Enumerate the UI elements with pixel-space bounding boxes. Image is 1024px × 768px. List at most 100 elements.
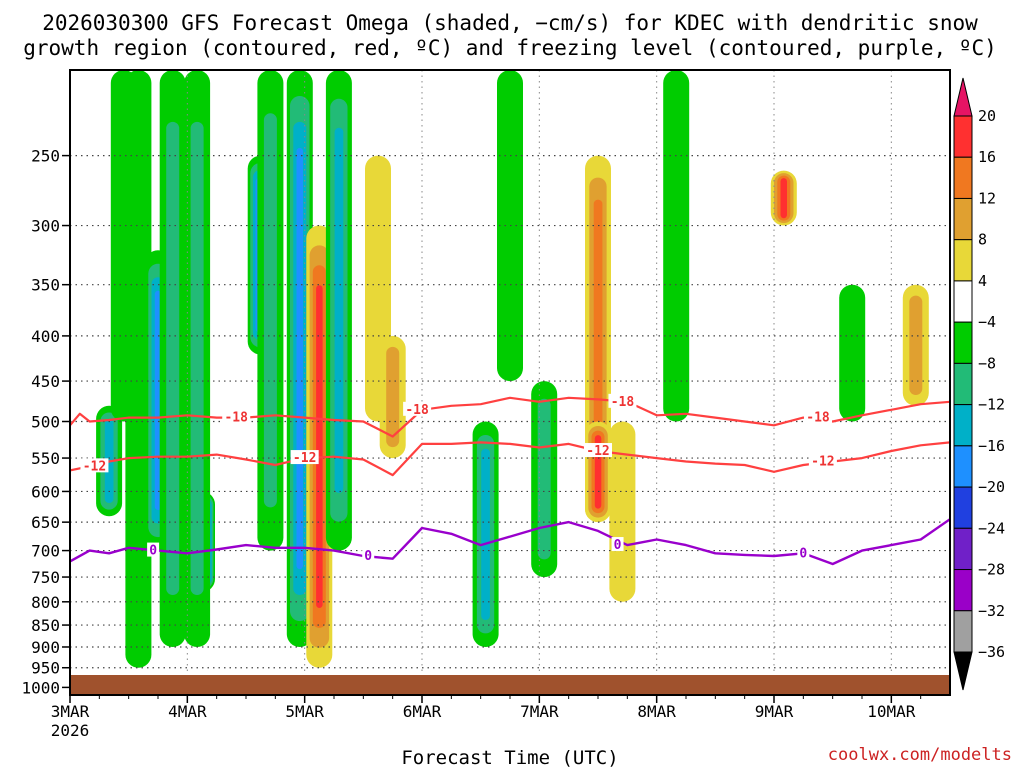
omega-cell-20-0: [663, 70, 690, 422]
colorbar-label-9: −20: [978, 478, 1005, 496]
dgz-top-label-3: -18: [806, 411, 830, 426]
y-tick-label-500: 500: [31, 413, 60, 432]
dgz-top-label-2: -18: [611, 395, 635, 410]
y-axis-ticks: 250 300 350 400 450 500 550 600 650 700 750 800 850 9…: [21, 147, 70, 697]
y-tick-label-1000: 1000: [21, 678, 60, 697]
freezing-label-0: 0: [149, 544, 157, 559]
dgz-bottom-label-1: -12: [293, 451, 316, 466]
y-tick-label-550: 550: [31, 449, 60, 468]
dgz-top-label-1-bg: [403, 401, 432, 416]
y-tick-label-650: 650: [31, 513, 60, 532]
colorbar-segment-9: [953, 486, 973, 529]
colorbar-segment-6: [953, 362, 973, 406]
omega-cell-21-3: [780, 178, 787, 219]
colorbar: 20 16 12 8 4 −4 −8 −12 −16 −20 −24 −28 −32 −36: [953, 77, 1005, 691]
y-tick-label-700: 700: [31, 542, 60, 561]
dgz-bottom-label-0-bg: [80, 458, 109, 473]
colorbar-label-2: 12: [978, 189, 996, 207]
dgz-top-label-0-bg: [222, 409, 251, 424]
x-tick-label-7MAR: 7MAR: [520, 702, 559, 721]
omega-cell-2-0: [125, 70, 152, 668]
omega-cell-6-1: [190, 121, 204, 596]
y-tick-label-350: 350: [31, 276, 60, 295]
freezing-label-2-bg: [611, 537, 624, 552]
dgz-bottom-label-0: -12: [83, 459, 106, 474]
freezing-label-1-bg: [362, 548, 375, 563]
y-tick-label-600: 600: [31, 482, 60, 501]
colorbar-segment-3: [953, 239, 973, 282]
omega-cell-10-3: [316, 285, 323, 608]
colorbar-label-6: −8: [978, 354, 996, 372]
colorbar-segment-5: [953, 321, 973, 364]
omega-cell-22-0: [839, 284, 866, 422]
colorbar-top-arrow: [953, 77, 973, 117]
dgz-top-label-2-bg: [608, 393, 637, 408]
y-tick-label-300: 300: [31, 217, 60, 236]
dgz-top-label-3-bg: [804, 409, 832, 424]
x-axis-label: Forecast Time (UTC): [401, 747, 618, 768]
freezing-label-3: 0: [799, 546, 807, 561]
omega-cell-8-1: [263, 113, 277, 508]
dgz-bottom-label-1-bg: [290, 450, 319, 465]
colorbar-label-7: −12: [978, 396, 1005, 414]
colorbar-segment-1: [953, 156, 973, 199]
y-tick-label-400: 400: [31, 327, 60, 346]
omega-cell-23-1: [909, 295, 923, 395]
freezing-label-3-bg: [797, 545, 810, 560]
year-label: 2026: [51, 721, 90, 740]
colorbar-label-5: −4: [978, 313, 996, 331]
freezing-label-2: 0: [614, 538, 622, 553]
y-tick-label-800: 800: [31, 593, 60, 612]
x-tick-label-3MAR: 3MAR: [51, 702, 90, 721]
y-tick-label-950: 950: [31, 659, 60, 678]
contour-lines: -18 -18 -18 -18 -12 -12 -12 -12 0 0 0 0: [70, 393, 950, 566]
x-tick-label-5MAR: 5MAR: [285, 702, 324, 721]
colorbar-label-12: −32: [978, 602, 1005, 620]
colorbar-label-3: 8: [978, 231, 987, 249]
omega-shading: [96, 70, 929, 668]
colorbar-segment-10: [953, 527, 973, 571]
dgz-bottom-label-3: -12: [811, 455, 834, 470]
colorbar-bottom-arrow: [953, 651, 973, 691]
colorbar-segment-7: [953, 404, 973, 447]
x-tick-label-10MAR: 10MAR: [867, 702, 916, 721]
colorbar-label-1: 16: [978, 148, 996, 166]
freezing-label-0-bg: [147, 542, 160, 557]
dgz-top-label-1: -18: [405, 403, 429, 418]
x-axis-ticks: 3MAR 4MAR 5MAR 6MAR 7MAR 8MAR 9MAR 10MAR: [51, 695, 922, 721]
omega-cell-4-1: [166, 121, 180, 596]
chart-title-line-2: growth region (contoured, red, ºC) and f…: [23, 36, 997, 60]
colorbar-segment-12: [953, 610, 973, 653]
omega-cell-19-0: [609, 421, 636, 602]
x-tick-label-8MAR: 8MAR: [637, 702, 676, 721]
terrain-ground: [70, 675, 950, 695]
y-tick-label-900: 900: [31, 638, 60, 657]
colorbar-label-8: −16: [978, 437, 1005, 455]
colorbar-segment-4: [953, 280, 973, 323]
colorbar-segment-0: [953, 115, 973, 158]
y-tick-label-850: 850: [31, 616, 60, 635]
colorbar-segment-11: [953, 569, 973, 612]
colorbar-label-4: 4: [978, 272, 987, 290]
omega-cell-3-3: [154, 290, 162, 510]
colorbar-segment-2: [953, 197, 973, 241]
dgz-top-contour: [70, 396, 950, 438]
dgz-bottom-label-3-bg: [808, 453, 837, 468]
colorbar-label-10: −24: [978, 519, 1005, 537]
dgz-bottom-contour: [70, 441, 950, 477]
omega-cell-16-1: [537, 398, 551, 560]
x-tick-label-6MAR: 6MAR: [403, 702, 442, 721]
y-tick-label-250: 250: [31, 147, 60, 166]
credit-text: coolwx.com/modelts: [828, 745, 1012, 765]
dgz-bottom-label-2-bg: [584, 443, 612, 458]
dgz-top-label-0: -18: [224, 411, 248, 426]
colorbar-label-13: −36: [978, 643, 1005, 661]
grid-lines: [70, 70, 950, 695]
y-tick-label-750: 750: [31, 568, 60, 587]
colorbar-label-11: −28: [978, 561, 1005, 579]
omega-cell-14-2: [481, 448, 490, 620]
x-tick-label-9MAR: 9MAR: [755, 702, 794, 721]
x-tick-label-4MAR: 4MAR: [168, 702, 207, 721]
dgz-bottom-label-2: -12: [586, 444, 609, 459]
